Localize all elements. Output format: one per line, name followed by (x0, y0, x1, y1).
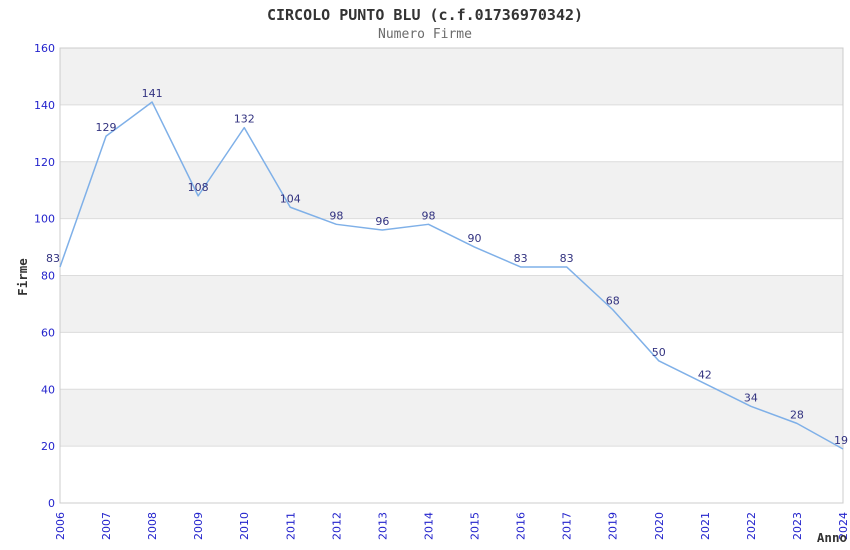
data-label: 19 (834, 434, 848, 447)
data-label: 141 (142, 87, 163, 100)
y-tick-label: 60 (41, 326, 55, 339)
x-tick-label: 2007 (100, 512, 113, 540)
data-label: 34 (744, 391, 758, 404)
y-tick-label: 40 (41, 383, 55, 396)
x-tick-label: 2021 (699, 512, 712, 540)
y-tick-label: 160 (34, 42, 55, 55)
x-tick-label: 2017 (561, 512, 574, 540)
y-tick-label: 120 (34, 156, 55, 169)
plot-border (59, 47, 844, 504)
chart-title: CIRCOLO PUNTO BLU (c.f.01736970342) (266, 6, 584, 24)
x-tick-label: 2016 (515, 512, 528, 540)
y-tick-label: 80 (41, 270, 55, 283)
y-tick-label: 20 (41, 440, 55, 453)
x-tick-label: 2020 (653, 512, 666, 540)
data-label: 104 (280, 192, 301, 205)
data-label: 96 (375, 215, 389, 228)
data-label: 90 (468, 232, 482, 245)
data-label: 98 (329, 209, 343, 222)
plot-band (60, 446, 843, 503)
x-tick-label: 2015 (469, 512, 482, 540)
data-line (59, 101, 844, 450)
plot-band (60, 275, 843, 333)
chart-subtitle: Numero Firme (378, 27, 472, 42)
x-tick-label: 2009 (192, 512, 205, 540)
y-tick-label: 100 (34, 213, 55, 226)
data-label: 42 (698, 369, 712, 382)
x-tick-label: 2006 (54, 512, 67, 540)
x-tick-label: 2013 (376, 512, 389, 540)
x-tick-label: 2023 (791, 512, 804, 540)
x-axis-title: Anno (817, 530, 847, 545)
x-tick-label: 2011 (284, 512, 297, 540)
plot-band (60, 48, 843, 105)
data-label: 108 (188, 181, 209, 194)
plot-band (60, 389, 843, 447)
y-tick-label: 0 (48, 497, 55, 510)
x-tick-label: 2014 (422, 512, 435, 540)
data-label: 83 (514, 252, 528, 265)
x-tick-label: 2024 (837, 512, 850, 540)
data-label: 28 (790, 408, 804, 421)
data-label: 50 (652, 346, 666, 359)
data-label: 98 (421, 209, 435, 222)
plot-band (60, 104, 843, 162)
x-tick-label: 2010 (238, 512, 251, 540)
y-tick-label: 140 (34, 99, 55, 112)
x-tick-label: 2012 (330, 512, 343, 540)
data-label: 132 (234, 113, 255, 126)
data-label: 83 (46, 252, 60, 265)
data-label: 68 (606, 295, 620, 308)
plot-band (60, 332, 843, 390)
data-label: 129 (96, 121, 117, 134)
x-tick-label: 2019 (607, 512, 620, 540)
data-label: 83 (560, 252, 574, 265)
x-tick-label: 2008 (146, 512, 159, 540)
plot-band (60, 218, 843, 276)
plot-band (60, 161, 843, 219)
x-tick-label: 2022 (745, 512, 758, 540)
y-axis-title: Firme (15, 258, 30, 296)
